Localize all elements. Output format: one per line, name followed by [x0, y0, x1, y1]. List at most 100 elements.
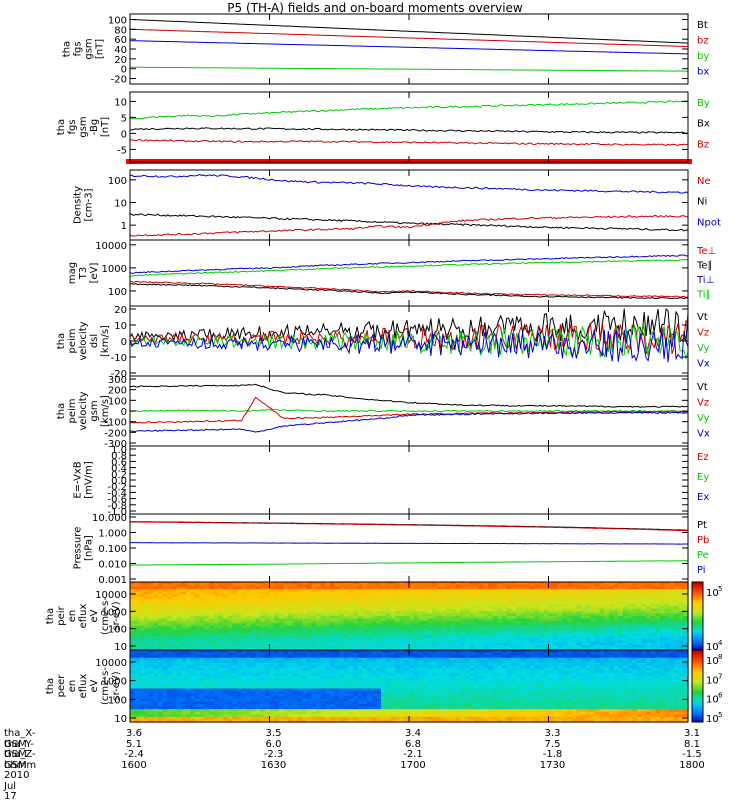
y-axis-label: peir [56, 605, 67, 625]
series-line-Vx [130, 412, 688, 432]
y-axis-label: (cm2-s- [100, 597, 111, 635]
y-axis-label: sr-eV) [111, 601, 122, 630]
y-axis-label: fgs [73, 41, 84, 56]
series-line-Pi [130, 543, 688, 544]
y-tick-label: 0.010 [98, 560, 127, 571]
y-tick-label: 0.100 [98, 544, 127, 555]
legend-entry: Pi [697, 565, 706, 576]
y-tick-label: 5 [121, 113, 127, 124]
y-tick-label: 10 [114, 642, 127, 653]
series-line-bx [130, 41, 688, 54]
y-tick-label: 300 [108, 375, 127, 386]
legend-entry: Bz [697, 139, 709, 150]
panel-frame [130, 446, 688, 514]
series-line-Bz [130, 139, 688, 145]
panel-10 [130, 650, 703, 723]
legend-entry: Ex [697, 492, 709, 503]
y-tick-label: 20 [114, 305, 127, 316]
y-axis-label: tha [56, 333, 67, 349]
y-tick-label: 0 [121, 337, 127, 348]
y-axis-label: gsm [89, 400, 100, 421]
y-axis-label: dsl [89, 334, 100, 348]
legend-entry: Pe [697, 550, 709, 561]
legend-entry: bz [697, 36, 709, 47]
panel-frame [130, 14, 688, 84]
y-tick-label: -20 [111, 75, 127, 86]
panel-9 [130, 582, 703, 651]
panel-4 [130, 240, 688, 306]
y-tick-label: 100 [108, 176, 127, 187]
legend-entry: bx [697, 67, 709, 78]
series-line-Ti⊥ [130, 255, 688, 273]
y-axis-label: Pressure [73, 527, 84, 570]
y-tick-label: 0.001 [98, 575, 127, 586]
y-axis-label: tha [56, 119, 67, 135]
y-tick-label: 10000 [95, 241, 127, 252]
legend-entry: Vy [697, 413, 710, 424]
legend-entry: Vx [697, 429, 710, 440]
y-axis-label: Density [73, 186, 84, 224]
panel-6 [130, 376, 688, 446]
y-tick-label: 1 [121, 221, 127, 232]
panel-3 [130, 170, 688, 240]
series-line-Vt [130, 384, 688, 407]
colorbar-tick-label: 10 [706, 588, 719, 599]
y-axis-label: en [67, 610, 78, 623]
panel-7 [130, 446, 688, 514]
y-axis-label: tha [62, 41, 73, 57]
legend-entry: Bx [697, 119, 710, 130]
y-axis-label: [mV/m] [84, 461, 95, 499]
legend-entry: Te⊥ [696, 246, 716, 257]
legend-entry: Ey [697, 472, 709, 483]
legend-entry: Ne [697, 176, 711, 187]
y-axis-label: [cm-3] [84, 188, 95, 221]
series-line-By [130, 101, 688, 119]
series-line-Te⊥ [130, 281, 688, 297]
y-axis-label: peim [67, 328, 78, 353]
y-axis-label: T3 [78, 267, 89, 280]
panel-8 [130, 514, 688, 582]
legend-entry: Ez [697, 452, 709, 463]
y-tick-label: 10 [114, 198, 127, 209]
series-line-Bx [130, 128, 688, 134]
y-axis-label: fgs [67, 119, 78, 134]
series-line-Bt [130, 19, 688, 43]
legend-entry: Bt [697, 20, 708, 31]
y-axis-label: velocity [78, 391, 89, 430]
y-axis-label: [nT] [100, 117, 111, 137]
y-axis-label: tha [45, 608, 56, 624]
legend-entry: Vt [697, 312, 708, 323]
legend-entry: Vz [697, 328, 709, 339]
y-tick-label: 10.000 [92, 513, 127, 524]
y-axis-label: peim [67, 398, 78, 423]
y-tick-label: -10 [111, 353, 127, 364]
y-axis-label: velocity [78, 321, 89, 360]
legend-entry: Pt [697, 520, 707, 531]
panel-5 [130, 306, 688, 376]
y-axis-label: [km/s] [100, 325, 111, 357]
series-line-by [130, 67, 688, 71]
colorbar-tick-label: 10 [706, 642, 719, 653]
y-axis-label: [nPa] [84, 535, 95, 561]
y-tick-label: 0 [121, 407, 127, 418]
series-line-Pe [130, 561, 688, 565]
legend-entry: Vz [697, 398, 709, 409]
y-axis-label: gsm [84, 38, 95, 59]
series-line-Pb [130, 522, 688, 531]
legend-entry: Vy [697, 343, 710, 354]
y-axis-label: mag [67, 262, 78, 284]
series-line-bz [130, 29, 688, 46]
panel-frame [130, 92, 688, 162]
series-line-Ti∥ [130, 259, 688, 276]
y-axis-label: eflux [78, 604, 89, 629]
legend-entry: by [697, 51, 709, 62]
y-axis-label: gsm [78, 116, 89, 137]
y-axis-label: E=-VxB [73, 461, 84, 498]
y-axis-label: -Bg [89, 119, 100, 135]
series-line-Ne [130, 215, 688, 236]
y-tick-label: 1000 [102, 264, 127, 275]
y-axis-label: [km/s] [100, 395, 111, 427]
series-line-Npot [130, 174, 688, 193]
y-axis-label: eV [89, 609, 100, 622]
y-axis-label: [eV] [89, 263, 100, 284]
